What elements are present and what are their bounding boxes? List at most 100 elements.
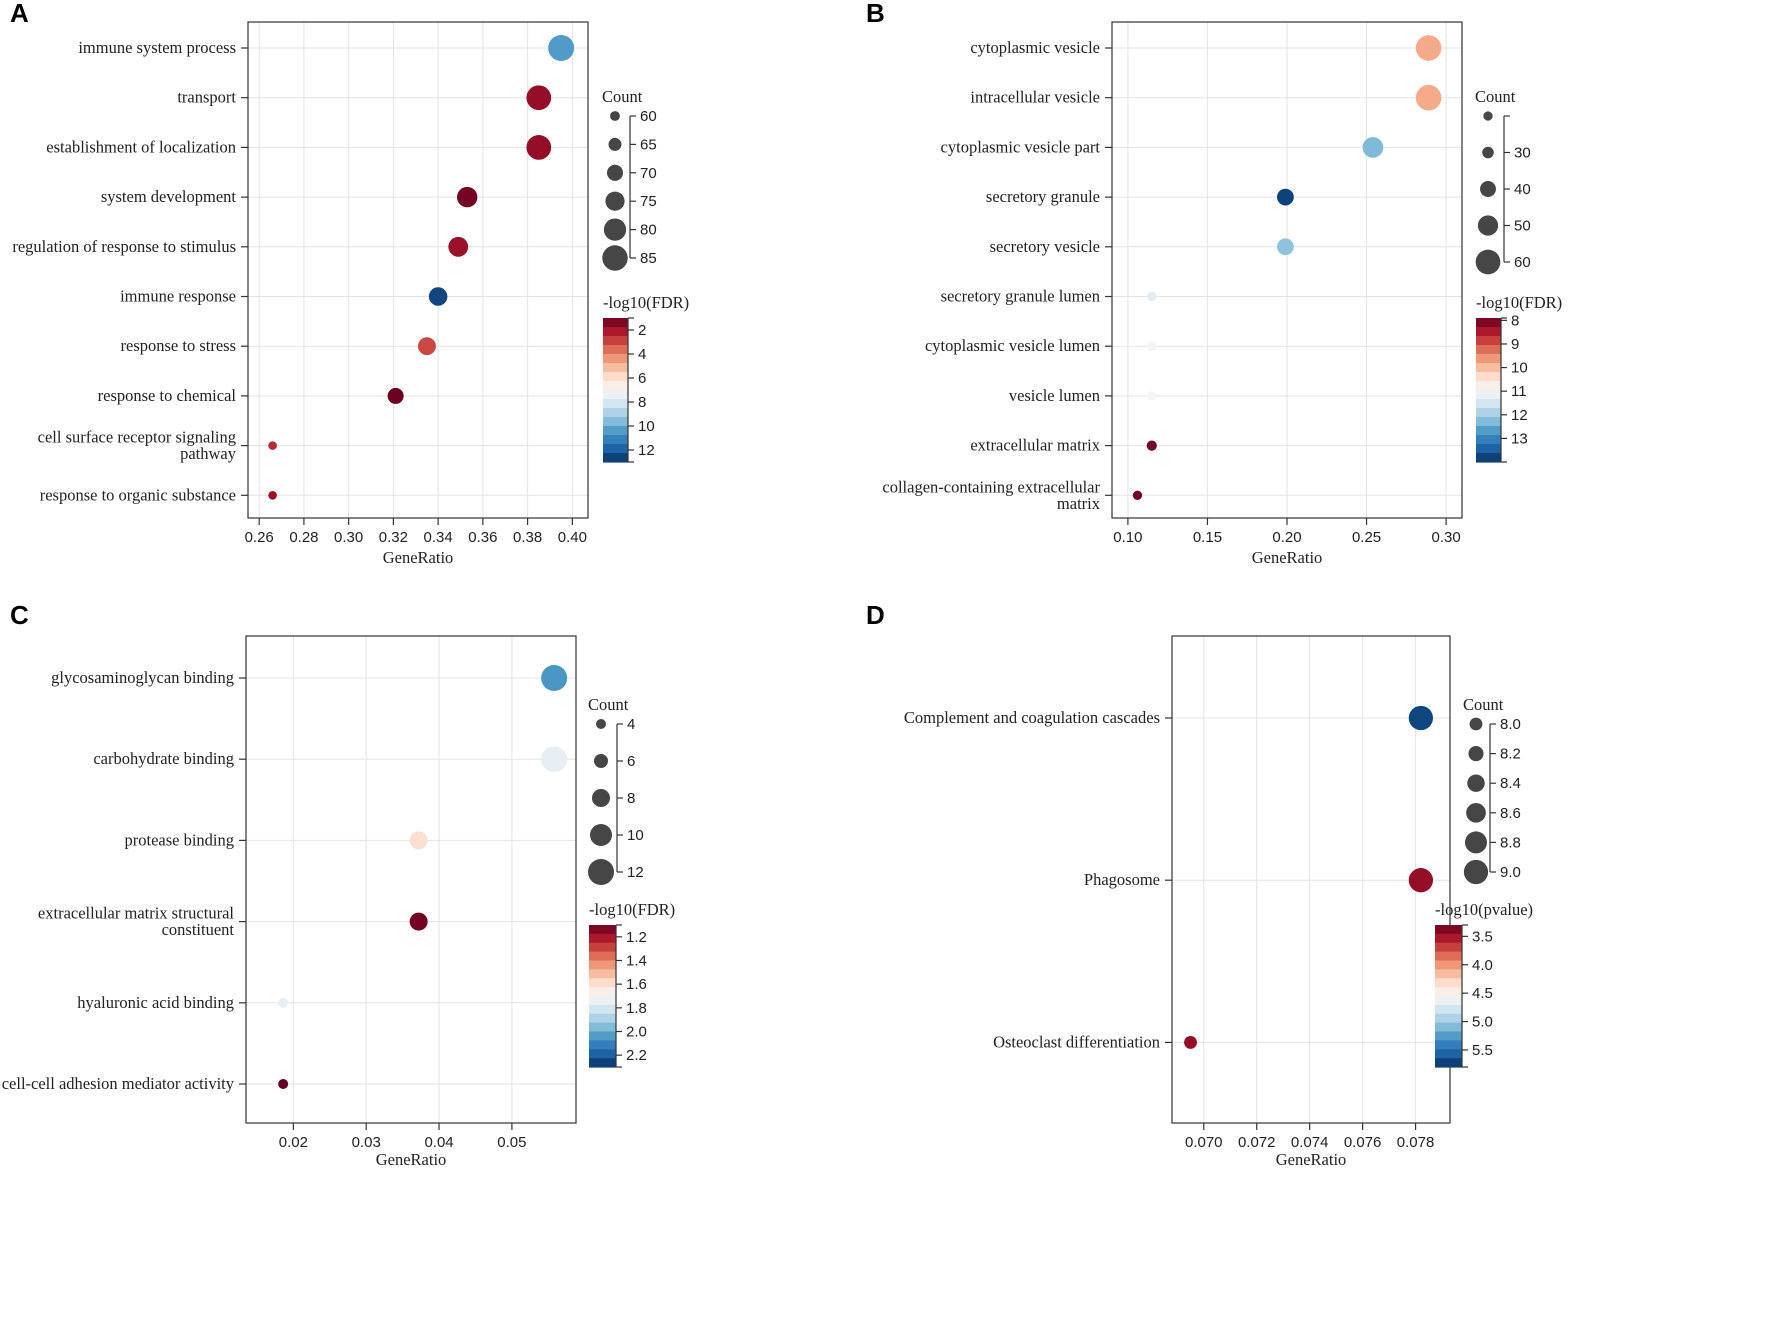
category-label: cytoplasmic vesicle part bbox=[941, 137, 1101, 156]
category-label: collagen-containing extracellular matrix bbox=[882, 477, 1100, 513]
category-label: response to chemical bbox=[98, 386, 237, 405]
category-label-line: secretory granule bbox=[986, 187, 1100, 206]
colorbar-segment bbox=[603, 435, 628, 445]
data-point bbox=[1146, 440, 1157, 451]
data-point bbox=[526, 85, 552, 111]
category-label: cytoplasmic vesicle lumen bbox=[925, 336, 1100, 355]
x-tick-label: 0.078 bbox=[1397, 1134, 1435, 1151]
size-legend-label: 4 bbox=[627, 716, 635, 733]
category-label-line: regulation of response to stimulus bbox=[12, 237, 236, 256]
size-legend-label: 8.0 bbox=[1500, 716, 1521, 733]
colorbar-segment bbox=[603, 390, 628, 400]
colorbar-segment bbox=[603, 444, 628, 454]
category-label: secretory vesicle bbox=[990, 237, 1100, 256]
x-tick-label: 0.15 bbox=[1193, 529, 1222, 546]
size-legend-label: 10 bbox=[627, 827, 644, 844]
colorbar-segment bbox=[1435, 960, 1462, 970]
plot-frame bbox=[247, 21, 589, 519]
colorbar-label: 10 bbox=[1511, 360, 1528, 377]
category-label-line: system development bbox=[101, 187, 237, 206]
colorbar-segment bbox=[1435, 1058, 1462, 1068]
data-point bbox=[278, 997, 289, 1008]
category-label: regulation of response to stimulus bbox=[12, 237, 236, 256]
size-legend-dot bbox=[592, 789, 610, 807]
colorbar-label: 5.5 bbox=[1472, 1042, 1493, 1059]
x-axis-title: GeneRatio bbox=[383, 548, 454, 567]
size-legend-dot bbox=[590, 824, 612, 846]
category-label: extracellular matrix structural constitue… bbox=[38, 904, 234, 940]
colorbar-label: 1.4 bbox=[626, 953, 647, 970]
size-legend-title: Count bbox=[1463, 695, 1504, 714]
category-label-line: carbohydrate binding bbox=[93, 749, 234, 768]
size-legend-dot bbox=[606, 164, 624, 181]
colorbar-label: 1.6 bbox=[626, 976, 647, 993]
colorbar-segment bbox=[1476, 381, 1501, 391]
category-label-line: glycosaminoglycan binding bbox=[51, 668, 234, 687]
size-legend-label: 8.6 bbox=[1500, 805, 1521, 822]
colorbar-label: 3.5 bbox=[1472, 928, 1493, 945]
colorbar-segment bbox=[603, 354, 628, 364]
color-legend-title: -log10(pvalue) bbox=[1435, 900, 1533, 919]
colorbar-segment bbox=[1476, 372, 1501, 382]
plot-frame bbox=[1171, 635, 1451, 1124]
category-label: cytoplasmic vesicle bbox=[970, 38, 1100, 57]
category-label-line: transport bbox=[177, 88, 236, 107]
x-tick-label: 0.10 bbox=[1113, 529, 1142, 546]
colorbar-label: 6 bbox=[638, 370, 646, 387]
category-label-line: Osteoclast differentiation bbox=[993, 1032, 1160, 1051]
x-tick-label: 0.38 bbox=[513, 529, 542, 546]
size-legend-label: 6 bbox=[627, 753, 635, 770]
data-point bbox=[448, 236, 469, 257]
colorbar-segment bbox=[1476, 327, 1501, 337]
size-legend-dot bbox=[596, 719, 606, 729]
category-label-line: constituent bbox=[162, 920, 235, 939]
colorbar-segment bbox=[1435, 942, 1462, 953]
data-point bbox=[526, 135, 552, 160]
colorbar-segment bbox=[603, 381, 628, 391]
category-label-line: collagen-containing extracellular bbox=[882, 477, 1100, 496]
x-tick-label: 0.32 bbox=[379, 529, 408, 546]
colorbar-label: 9 bbox=[1511, 336, 1519, 353]
size-legend-dot bbox=[1467, 774, 1485, 792]
colorbar-segment bbox=[589, 951, 616, 962]
colorbar-segment bbox=[1435, 1031, 1462, 1041]
colorbar-segment bbox=[1476, 345, 1501, 355]
colorbar-label: 8 bbox=[638, 394, 646, 411]
colorbar-segment bbox=[1476, 354, 1501, 364]
colorbar-label: 5.0 bbox=[1472, 1014, 1493, 1031]
colorbar-label: 10 bbox=[638, 418, 655, 435]
category-label: intracellular vesicle bbox=[970, 88, 1100, 107]
size-legend-label: 65 bbox=[640, 136, 657, 153]
data-point bbox=[1415, 84, 1442, 111]
size-legend-label: 60 bbox=[1514, 254, 1531, 271]
category-label-line: vesicle lumen bbox=[1009, 386, 1100, 405]
colorbar-segment bbox=[1435, 1040, 1462, 1050]
category-label-line: secretory vesicle bbox=[990, 237, 1100, 256]
size-legend-label: 8.2 bbox=[1500, 746, 1521, 763]
size-legend-dot bbox=[603, 218, 627, 241]
colorbar-label: 12 bbox=[1511, 407, 1528, 424]
size-legend-dot bbox=[1466, 802, 1486, 823]
data-point bbox=[428, 287, 448, 306]
x-tick-label: 0.20 bbox=[1272, 529, 1301, 546]
size-legend-dot bbox=[588, 859, 614, 885]
colorbar-segment bbox=[589, 1049, 616, 1059]
colorbar-segment bbox=[1435, 951, 1462, 962]
colorbar-label: 12 bbox=[638, 442, 655, 459]
category-label-line: immune response bbox=[120, 287, 236, 306]
x-tick-label: 0.28 bbox=[289, 529, 318, 546]
size-legend-dot bbox=[605, 191, 625, 211]
size-legend-label: 85 bbox=[640, 250, 657, 267]
colorbar-segment bbox=[1476, 390, 1501, 400]
x-tick-label: 0.30 bbox=[334, 529, 363, 546]
size-legend-label: 80 bbox=[640, 222, 657, 239]
colorbar-segment bbox=[1435, 1004, 1462, 1015]
category-label-line: protease binding bbox=[124, 830, 234, 849]
colorbar-segment bbox=[1435, 1013, 1462, 1024]
category-label-line: cell surface receptor signaling bbox=[38, 428, 236, 447]
colorbar-segment bbox=[1476, 318, 1501, 328]
data-point bbox=[457, 186, 478, 208]
category-label-line: Phagosome bbox=[1084, 870, 1160, 889]
